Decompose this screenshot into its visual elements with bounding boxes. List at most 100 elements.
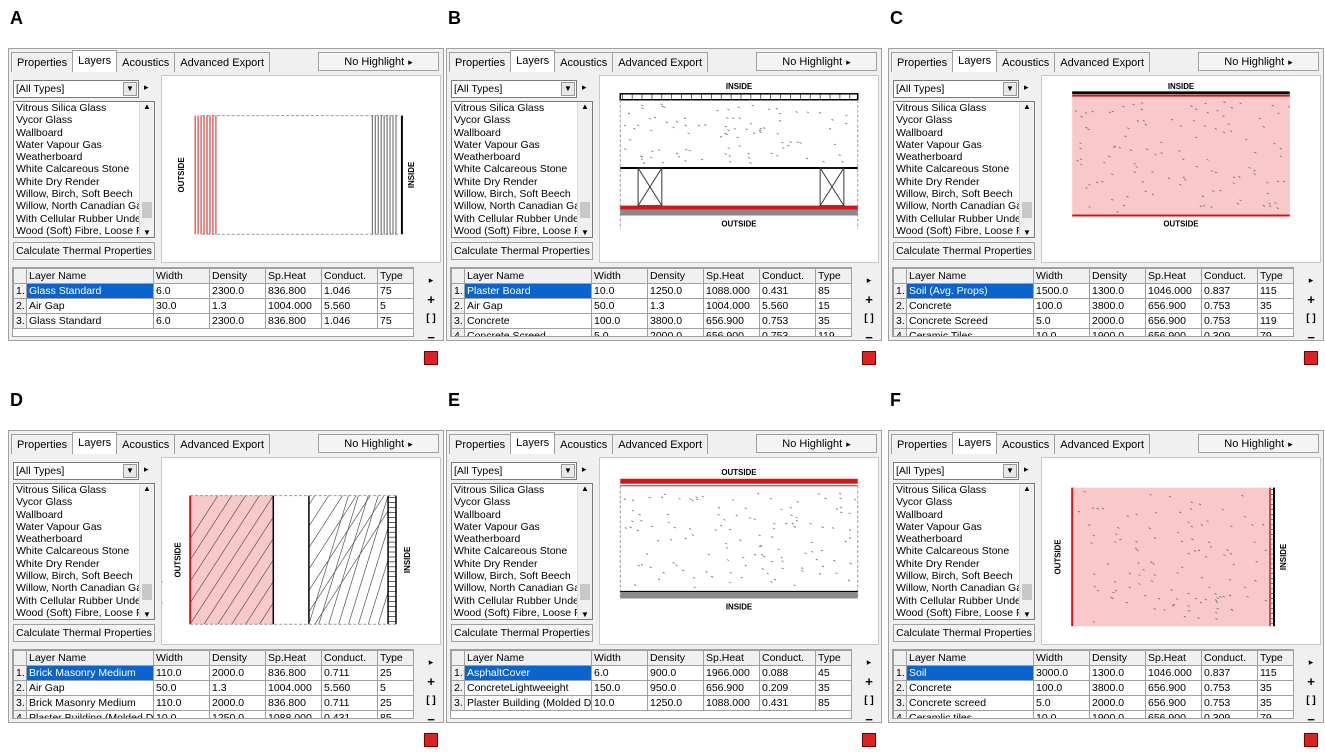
chevron-down-icon[interactable]: ▼: [561, 464, 575, 478]
list-item[interactable]: Wood (Soft) Fibre, Loose Fil: [16, 224, 140, 237]
column-header[interactable]: Conduct.: [759, 268, 816, 284]
list-item[interactable]: Weatherboard: [16, 151, 83, 164]
no-highlight-button[interactable]: No Highlight ▸: [1198, 434, 1319, 453]
column-header[interactable]: Conduct.: [1201, 650, 1258, 666]
fit-view-button[interactable]: [ ]: [864, 695, 874, 706]
list-item[interactable]: Vitrous Silica Glass: [454, 484, 545, 496]
list-item[interactable]: With Cellular Rubber Underl: [454, 212, 578, 225]
material-list[interactable]: Vitrous Silica Glass Vycor Glass Wallboard…: [451, 101, 593, 238]
arrow-right-icon[interactable]: ▸: [428, 657, 434, 667]
scrollbar[interactable]: ▲ ▼: [139, 484, 154, 619]
type-filter-select[interactable]: [All Types] ▼: [451, 462, 577, 480]
list-item[interactable]: Willow, Birch, Soft Beech: [454, 188, 571, 201]
scroll-down-icon[interactable]: ▼: [143, 610, 151, 619]
calculate-thermal-button[interactable]: Calculate Thermal Properties: [893, 624, 1035, 642]
add-layer-button[interactable]: +: [865, 292, 873, 307]
tab-advanced-export[interactable]: Advanced Export: [174, 434, 271, 454]
tab-layers[interactable]: Layers: [952, 432, 998, 454]
table-row[interactable]: 4. Concrete Screed 5.0 2000.0 656.900 0.753 11…: [451, 328, 851, 336]
arrow-right-icon[interactable]: ▸: [144, 82, 149, 92]
column-header[interactable]: Width: [153, 268, 210, 284]
column-header[interactable]: Sp.Heat: [1145, 650, 1202, 666]
arrow-right-icon[interactable]: ▸: [866, 275, 872, 285]
calculate-thermal-button[interactable]: Calculate Thermal Properties: [451, 242, 593, 260]
list-item[interactable]: Willow, Birch, Soft Beech: [896, 188, 1013, 201]
material-list[interactable]: Vitrous Silica Glass Vycor Glass Wallboard…: [451, 483, 593, 620]
tab-advanced-export[interactable]: Advanced Export: [1054, 434, 1151, 454]
calculate-thermal-button[interactable]: Calculate Thermal Properties: [13, 242, 155, 260]
column-header[interactable]: Width: [1033, 650, 1090, 666]
list-item[interactable]: With Cellular Rubber Underl: [454, 594, 578, 607]
table-row[interactable]: 1. Plaster Board 10.0 1250.0 1088.000 0.431 85: [451, 283, 851, 299]
column-header[interactable]: Layer Name: [26, 268, 154, 284]
list-item[interactable]: Willow, North Canadian Gat: [896, 200, 1020, 213]
scroll-up-icon[interactable]: ▲: [581, 484, 589, 493]
scroll-up-icon[interactable]: ▲: [143, 102, 151, 111]
scroll-thumb[interactable]: [580, 202, 590, 218]
tab-acoustics[interactable]: Acoustics: [554, 52, 614, 72]
table-row[interactable]: 4. Ceramic Tiles 10.0 1900.0 656.900 0.309 79: [893, 328, 1293, 336]
scroll-thumb[interactable]: [142, 584, 152, 600]
tab-advanced-export[interactable]: Advanced Export: [612, 52, 709, 72]
list-item[interactable]: Vycor Glass: [454, 114, 511, 127]
scroll-thumb[interactable]: [142, 202, 152, 218]
remove-layer-button[interactable]: −: [865, 330, 873, 345]
add-layer-button[interactable]: +: [427, 674, 435, 689]
list-item[interactable]: Vitrous Silica Glass: [896, 102, 987, 114]
layers-table[interactable]: Layer Name Width Density Sp.Heat Conduct. Typ…: [450, 267, 852, 337]
settings-icon[interactable]: [1304, 733, 1318, 747]
list-item[interactable]: Wood (Soft) Fibre, Loose Fil: [454, 224, 578, 237]
tab-acoustics[interactable]: Acoustics: [554, 434, 614, 454]
scrollbar[interactable]: ▲ ▼: [577, 484, 592, 619]
tab-properties[interactable]: Properties: [891, 434, 954, 454]
no-highlight-button[interactable]: No Highlight ▸: [318, 434, 439, 453]
table-row[interactable]: 3. Concrete Screed 5.0 2000.0 656.900 0.753 11…: [893, 313, 1293, 329]
material-list[interactable]: Vitrous Silica Glass Vycor Glass Wallboard…: [13, 483, 155, 620]
arrow-right-icon[interactable]: ▸: [428, 275, 434, 285]
list-item[interactable]: Water Vapour Gas: [16, 520, 102, 533]
table-row[interactable]: 2. Concrete 100.0 3800.0 656.900 0.753 35: [893, 680, 1293, 696]
list-item[interactable]: With Cellular Rubber Underl: [896, 212, 1020, 225]
column-header[interactable]: Type: [815, 268, 851, 284]
column-header[interactable]: Density: [647, 650, 704, 666]
calculate-thermal-button[interactable]: Calculate Thermal Properties: [893, 242, 1035, 260]
chevron-down-icon[interactable]: ▼: [1003, 82, 1017, 96]
list-item[interactable]: Weatherboard: [896, 533, 963, 546]
type-filter-select[interactable]: [All Types] ▼: [13, 462, 139, 480]
table-row[interactable]: 1. Brick Masonry Medium 110.0 2000.0 836.800…: [13, 665, 413, 681]
tab-acoustics[interactable]: Acoustics: [996, 434, 1056, 454]
tab-layers[interactable]: Layers: [510, 432, 556, 454]
list-item[interactable]: Wallboard: [16, 508, 63, 521]
tab-layers[interactable]: Layers: [72, 432, 118, 454]
tab-properties[interactable]: Properties: [11, 434, 74, 454]
list-item[interactable]: White Calcareous Stone: [454, 163, 568, 176]
calculate-thermal-button[interactable]: Calculate Thermal Properties: [13, 624, 155, 642]
list-item[interactable]: Wood (Soft) Fibre, Loose Fil: [896, 606, 1020, 619]
list-item[interactable]: Wood (Soft) Fibre, Loose Fil: [16, 606, 140, 619]
list-item[interactable]: Weatherboard: [896, 151, 963, 164]
list-item[interactable]: Wallboard: [454, 508, 501, 521]
scrollbar[interactable]: ▲ ▼: [1019, 484, 1034, 619]
table-row[interactable]: 2. Air Gap 30.0 1.3 1004.000 5.560 5: [13, 298, 413, 314]
layers-table[interactable]: Layer Name Width Density Sp.Heat Conduct. Typ…: [12, 267, 414, 337]
scroll-down-icon[interactable]: ▼: [1023, 228, 1031, 237]
settings-icon[interactable]: [862, 351, 876, 365]
table-row[interactable]: 1. Soil (Avg. Props) 1500.0 1300.0 1046.000 0…: [893, 283, 1293, 299]
list-item[interactable]: White Dry Render: [896, 175, 980, 188]
arrow-right-icon[interactable]: ▸: [1024, 82, 1029, 92]
table-row[interactable]: 1. AsphaltCover 6.0 900.0 1966.000 0.088 45: [451, 665, 851, 681]
tab-advanced-export[interactable]: Advanced Export: [174, 52, 271, 72]
material-list[interactable]: Vitrous Silica Glass Vycor Glass Wallboard…: [13, 101, 155, 238]
list-item[interactable]: Vitrous Silica Glass: [16, 102, 107, 114]
table-row[interactable]: 4. Ceramlic tiles 10.0 1900.0 656.900 0.309 79: [893, 710, 1293, 718]
tab-properties[interactable]: Properties: [11, 52, 74, 72]
layers-table[interactable]: Layer Name Width Density Sp.Heat Conduct. Typ…: [892, 267, 1294, 337]
add-layer-button[interactable]: +: [427, 292, 435, 307]
column-header[interactable]: Width: [591, 268, 648, 284]
fit-view-button[interactable]: [ ]: [1306, 313, 1316, 324]
table-row[interactable]: 2. Concrete 100.0 3800.0 656.900 0.753 35: [893, 298, 1293, 314]
tab-layers[interactable]: Layers: [952, 50, 998, 72]
list-item[interactable]: Vycor Glass: [896, 114, 953, 127]
column-header[interactable]: Type: [815, 650, 851, 666]
table-row[interactable]: 3. Plaster Building (Molded Dry 10.0 1250.0…: [451, 695, 851, 711]
